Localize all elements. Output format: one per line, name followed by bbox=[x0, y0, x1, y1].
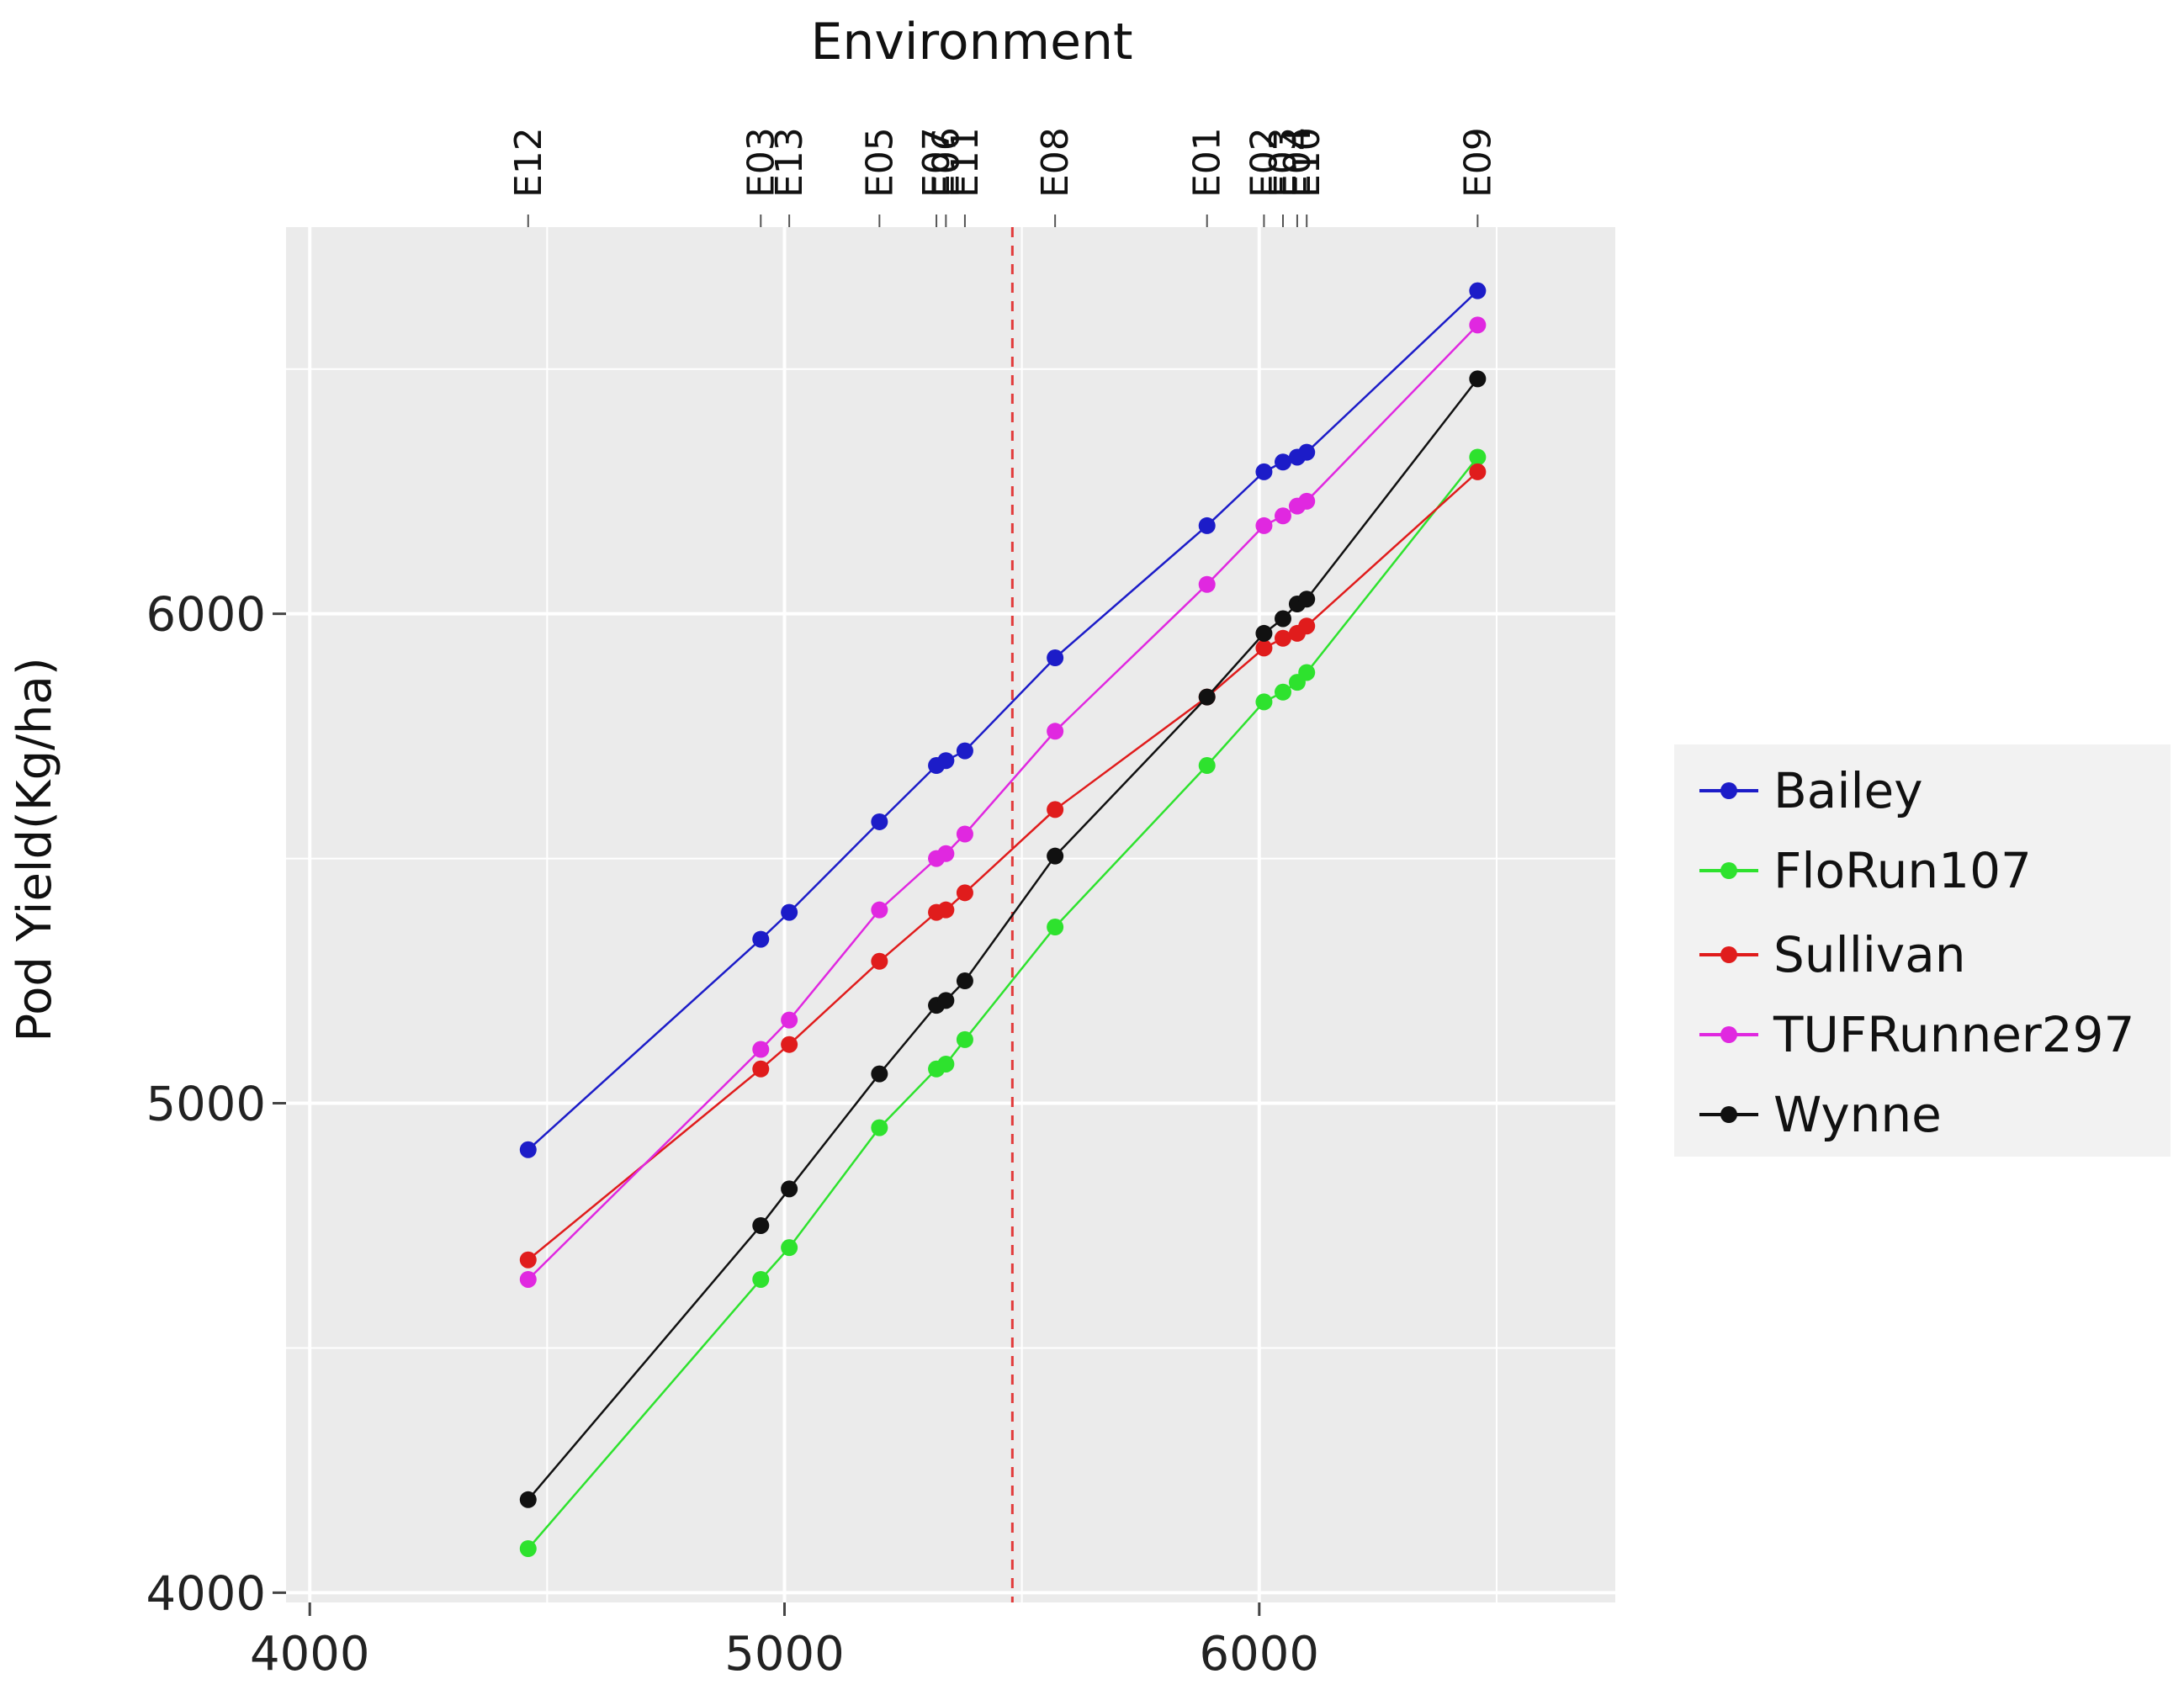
data-point-tufrunner297 bbox=[1198, 575, 1216, 593]
legend-label: Sullivan bbox=[1773, 926, 1966, 983]
legend-label: TUFRunner297 bbox=[1773, 1006, 2134, 1063]
data-point-tufrunner297 bbox=[956, 825, 973, 843]
data-point-sullivan bbox=[1469, 463, 1487, 480]
environment-label: E11 bbox=[944, 127, 987, 198]
data-point-wynne bbox=[1198, 688, 1216, 706]
data-point-tufrunner297 bbox=[871, 901, 888, 919]
legend-background bbox=[1674, 744, 2171, 1157]
data-point-bailey bbox=[956, 742, 973, 760]
data-point-tufrunner297 bbox=[1047, 723, 1064, 740]
data-point-sullivan bbox=[1275, 629, 1291, 647]
data-point-bailey bbox=[752, 930, 770, 948]
axes: 4000 5000 6000 4000 5000 6000 bbox=[146, 588, 1319, 1682]
environment-label: E06 bbox=[925, 127, 967, 198]
environment-label: E02 bbox=[1243, 127, 1285, 198]
data-point-florun107 bbox=[1047, 919, 1064, 936]
data-point-wynne bbox=[1275, 610, 1291, 628]
data-point-wynne bbox=[1047, 847, 1064, 865]
series-layer bbox=[519, 227, 1487, 1602]
environment-label: E08 bbox=[1034, 127, 1077, 198]
environment-label: E03 bbox=[1262, 127, 1305, 198]
data-point-sullivan bbox=[1298, 617, 1316, 635]
legend-key-point bbox=[1720, 782, 1737, 799]
data-point-tufrunner297 bbox=[781, 1011, 798, 1029]
data-point-wynne bbox=[1469, 370, 1487, 388]
data-point-bailey bbox=[1275, 453, 1291, 471]
legend: Bailey FloRun107 Sullivan TUFRunner297 Wynne bbox=[1674, 744, 2171, 1157]
data-point-florun107 bbox=[1198, 757, 1216, 775]
data-point-florun107 bbox=[1469, 448, 1487, 466]
legend-key-point bbox=[1720, 862, 1737, 879]
data-point-sullivan bbox=[956, 884, 973, 902]
x-tick-label: 4000 bbox=[250, 1627, 370, 1682]
data-point-florun107 bbox=[871, 1119, 888, 1136]
y-tick-label: 5000 bbox=[146, 1078, 266, 1132]
data-point-wynne bbox=[1298, 591, 1316, 608]
y-axis-title: Pod Yield(Kg/ha) bbox=[8, 657, 62, 1041]
legend-label: Bailey bbox=[1773, 762, 1923, 819]
environment-label: E13 bbox=[768, 127, 811, 198]
data-point-florun107 bbox=[781, 1239, 798, 1257]
data-point-bailey bbox=[937, 752, 955, 770]
legend-key-point bbox=[1720, 1026, 1737, 1043]
y-tick-label: 6000 bbox=[146, 588, 266, 643]
environment-label: E09 bbox=[1456, 127, 1499, 198]
data-point-wynne bbox=[871, 1065, 888, 1083]
data-point-sullivan bbox=[937, 901, 955, 919]
data-point-sullivan bbox=[1047, 801, 1064, 818]
environment-label: E03 bbox=[739, 127, 782, 198]
top-axis-title: Environment bbox=[810, 13, 1132, 72]
x-tick-label: 5000 bbox=[724, 1627, 845, 1682]
environment-label: E10 bbox=[1285, 127, 1328, 198]
environment-label: E12 bbox=[507, 127, 550, 198]
data-point-florun107 bbox=[519, 1539, 537, 1557]
data-point-wynne bbox=[752, 1216, 770, 1234]
data-point-tufrunner297 bbox=[1298, 492, 1316, 510]
data-point-tufrunner297 bbox=[519, 1270, 537, 1288]
data-point-bailey bbox=[1298, 443, 1316, 461]
legend-key-point bbox=[1720, 1106, 1737, 1123]
environment-label: E05 bbox=[858, 127, 901, 198]
data-point-tufrunner297 bbox=[1255, 516, 1273, 534]
data-point-florun107 bbox=[956, 1030, 973, 1048]
y-tick-label: 4000 bbox=[146, 1566, 266, 1621]
legend-label: Wynne bbox=[1773, 1086, 1942, 1143]
data-point-florun107 bbox=[1298, 664, 1316, 681]
data-point-florun107 bbox=[752, 1270, 770, 1288]
environment-label: E04 bbox=[1276, 127, 1319, 198]
data-point-tufrunner297 bbox=[1469, 316, 1487, 334]
data-point-bailey bbox=[871, 813, 888, 830]
data-point-bailey bbox=[781, 903, 798, 921]
environment-label: E01 bbox=[1186, 127, 1229, 198]
environment-label: E07 bbox=[915, 127, 958, 198]
data-point-bailey bbox=[519, 1141, 537, 1158]
data-point-bailey bbox=[1469, 282, 1487, 299]
data-point-sullivan bbox=[781, 1036, 798, 1053]
x-tick-label: 6000 bbox=[1200, 1627, 1320, 1682]
data-point-bailey bbox=[1198, 516, 1216, 534]
data-point-tufrunner297 bbox=[752, 1041, 770, 1058]
gridlines bbox=[286, 227, 1615, 1602]
data-point-wynne bbox=[519, 1491, 537, 1508]
legend-label: FloRun107 bbox=[1773, 842, 2032, 899]
data-point-bailey bbox=[1047, 649, 1064, 667]
data-point-tufrunner297 bbox=[1275, 507, 1291, 525]
data-point-bailey bbox=[1255, 463, 1273, 480]
data-point-wynne bbox=[781, 1180, 798, 1198]
data-point-florun107 bbox=[1255, 693, 1273, 711]
data-point-sullivan bbox=[519, 1251, 537, 1269]
data-point-tufrunner297 bbox=[937, 845, 955, 862]
data-point-florun107 bbox=[1275, 683, 1291, 701]
data-point-sullivan bbox=[1255, 639, 1273, 657]
data-point-sullivan bbox=[871, 952, 888, 970]
data-point-florun107 bbox=[937, 1055, 955, 1073]
data-point-wynne bbox=[937, 992, 955, 1009]
data-point-sullivan bbox=[752, 1060, 770, 1078]
legend-key-point bbox=[1720, 946, 1737, 963]
data-point-wynne bbox=[956, 972, 973, 990]
data-point-wynne bbox=[1255, 624, 1273, 642]
